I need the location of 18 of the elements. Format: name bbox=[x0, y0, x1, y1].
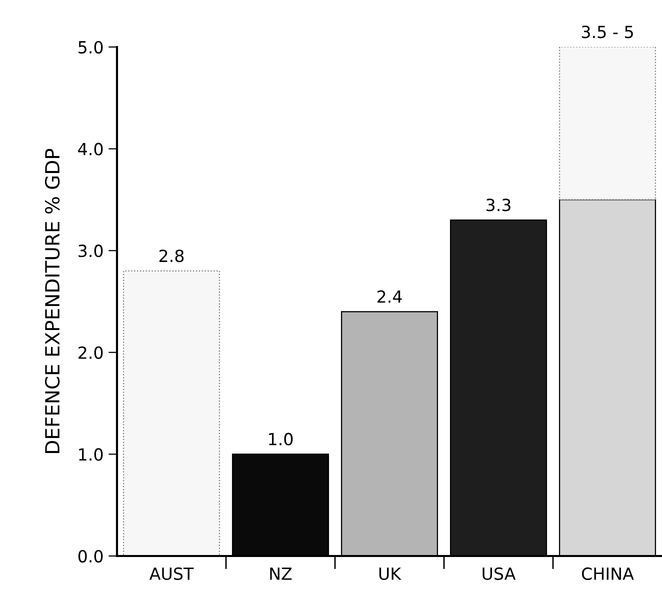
data-label: 1.0 bbox=[269, 432, 293, 446]
x-tick-label: CHINA bbox=[582, 567, 634, 580]
data-label: 2.4 bbox=[377, 290, 402, 303]
annotation: 3.5 - 5 bbox=[582, 26, 633, 38]
y-tick-label: 5.0 bbox=[78, 40, 103, 54]
y-tick-label: 1.0 bbox=[79, 448, 103, 461]
data-label: 3.3 bbox=[486, 198, 510, 212]
y-tick-label: 2.0 bbox=[78, 346, 103, 359]
x-tick-label: UK bbox=[379, 568, 402, 580]
y-tick-label: 4.0 bbox=[78, 142, 103, 156]
x-tick-label: AUST bbox=[149, 567, 194, 580]
x-tick-label: NZ bbox=[270, 568, 292, 580]
y-axis-title: DEFENCE EXPENDITURE % GDP bbox=[44, 148, 60, 453]
bar bbox=[558, 47, 656, 200]
data-label: 2.8 bbox=[159, 250, 184, 262]
x-tick-label: USA bbox=[482, 567, 516, 580]
y-tick-label: 0.0 bbox=[78, 550, 103, 563]
y-tick-label: 3.0 bbox=[78, 244, 103, 258]
